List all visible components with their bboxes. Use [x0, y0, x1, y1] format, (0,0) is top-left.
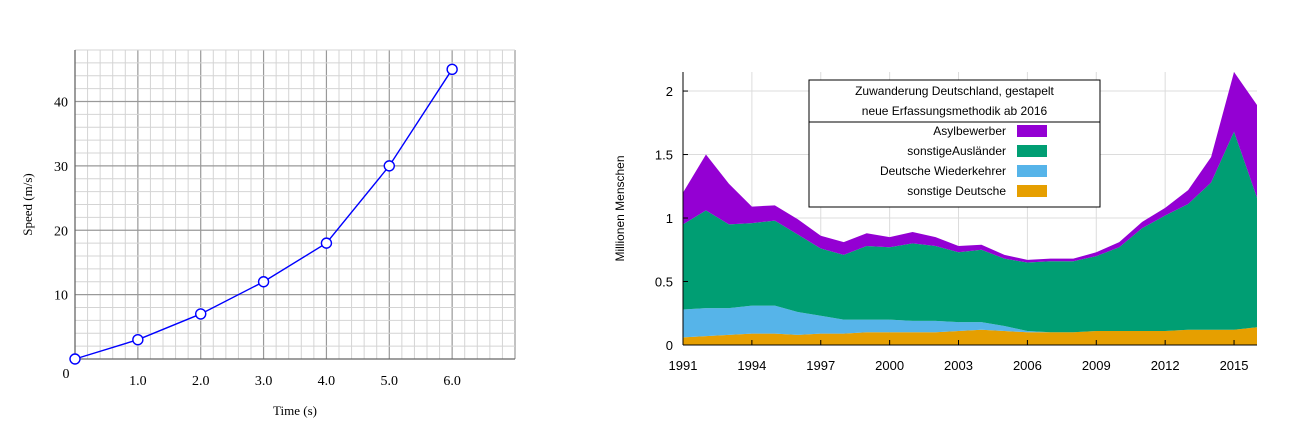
legend-box [808, 79, 1101, 208]
y-tick-label: 1 [666, 211, 673, 226]
x-tick-label: 1.0 [129, 374, 147, 389]
x-tick-label: 1991 [669, 358, 698, 373]
legend-title-line-2: neue Erfassungsmethodik ab 2016 [862, 104, 1048, 118]
x-tick-label: 2006 [1013, 358, 1042, 373]
data-point-marker [132, 333, 144, 346]
data-point-marker [320, 237, 333, 249]
data-point-marker [446, 63, 458, 76]
legend-label: Asylbewerber [933, 124, 1006, 138]
legend-label: sonstige Deutsche [907, 184, 1006, 198]
y-tick-label: 0 [666, 338, 673, 353]
y-axis-title: Speed (m/s) [20, 173, 35, 235]
y-tick-label: 20 [54, 224, 68, 239]
x-tick-label: 3.0 [255, 374, 273, 389]
y-tick-label: 1.5 [655, 148, 673, 163]
x-tick-label: 6.0 [443, 374, 461, 389]
legend-label: sonstigeAusländer [907, 144, 1006, 158]
y-tick-label: 40 [54, 96, 68, 111]
legend-swatch [1017, 185, 1047, 197]
data-point-marker [69, 353, 81, 365]
data-point-marker [195, 308, 207, 320]
speed-time-chart: 1.0 2.0 3.0 4.0 5.0 6.0 10 20 30 40 0 Time (s) Speed… [20, 49, 516, 418]
grid-group [75, 49, 516, 359]
x-tick-label: 2012 [1151, 358, 1180, 373]
data-point-marker [383, 160, 395, 172]
y-tick-label: 10 [54, 289, 68, 304]
legend-label: Deutsche Wiederkehrer [880, 164, 1006, 178]
legend-swatch [1017, 125, 1047, 137]
legend-swatch [1017, 165, 1047, 177]
speed-time-chart-panel: 1.0 2.0 3.0 4.0 5.0 6.0 10 20 30 40 0 Time (s) Speed… [0, 0, 560, 431]
x-tick-label: 2000 [875, 358, 904, 373]
x-tick-label: 2.0 [192, 374, 210, 389]
legend-swatch [1017, 145, 1047, 157]
x-tick-label: 2009 [1082, 358, 1111, 373]
area-sonstige-deutsche [683, 327, 1257, 345]
x-tick-label: 2015 [1220, 358, 1249, 373]
migration-stacked-area-chart: 1991 1994 1997 2000 2003 2006 2009 2012 2015 0 0.5… [613, 72, 1257, 373]
legend: Zuwanderung Deutschland, gestapelt neue E… [808, 79, 1101, 208]
x-axis-title: Time (s) [273, 403, 317, 418]
area-deutsche-wiederkehrer [683, 305, 1257, 338]
x-tick-label: 1994 [737, 358, 766, 373]
x-tick-label: 4.0 [318, 374, 336, 389]
x-tick-label: 5.0 [381, 374, 399, 389]
y-tick-label: 2 [666, 84, 673, 99]
x-tick-label: 1997 [806, 358, 835, 373]
data-point-marker [257, 276, 270, 288]
x-tick-label: 2003 [944, 358, 973, 373]
y-tick-label: 0.5 [655, 275, 673, 290]
y-tick-label: 30 [54, 160, 68, 175]
area-sonstigeausl-nder [683, 131, 1257, 333]
migration-chart-panel: 1991 1994 1997 2000 2003 2006 2009 2012 2015 0 0.5… [560, 0, 1297, 431]
origin-label: 0 [63, 367, 70, 382]
legend-title-line-1: Zuwanderung Deutschland, gestapelt [855, 84, 1054, 98]
y-axis-title: Millionen Menschen [613, 155, 627, 261]
